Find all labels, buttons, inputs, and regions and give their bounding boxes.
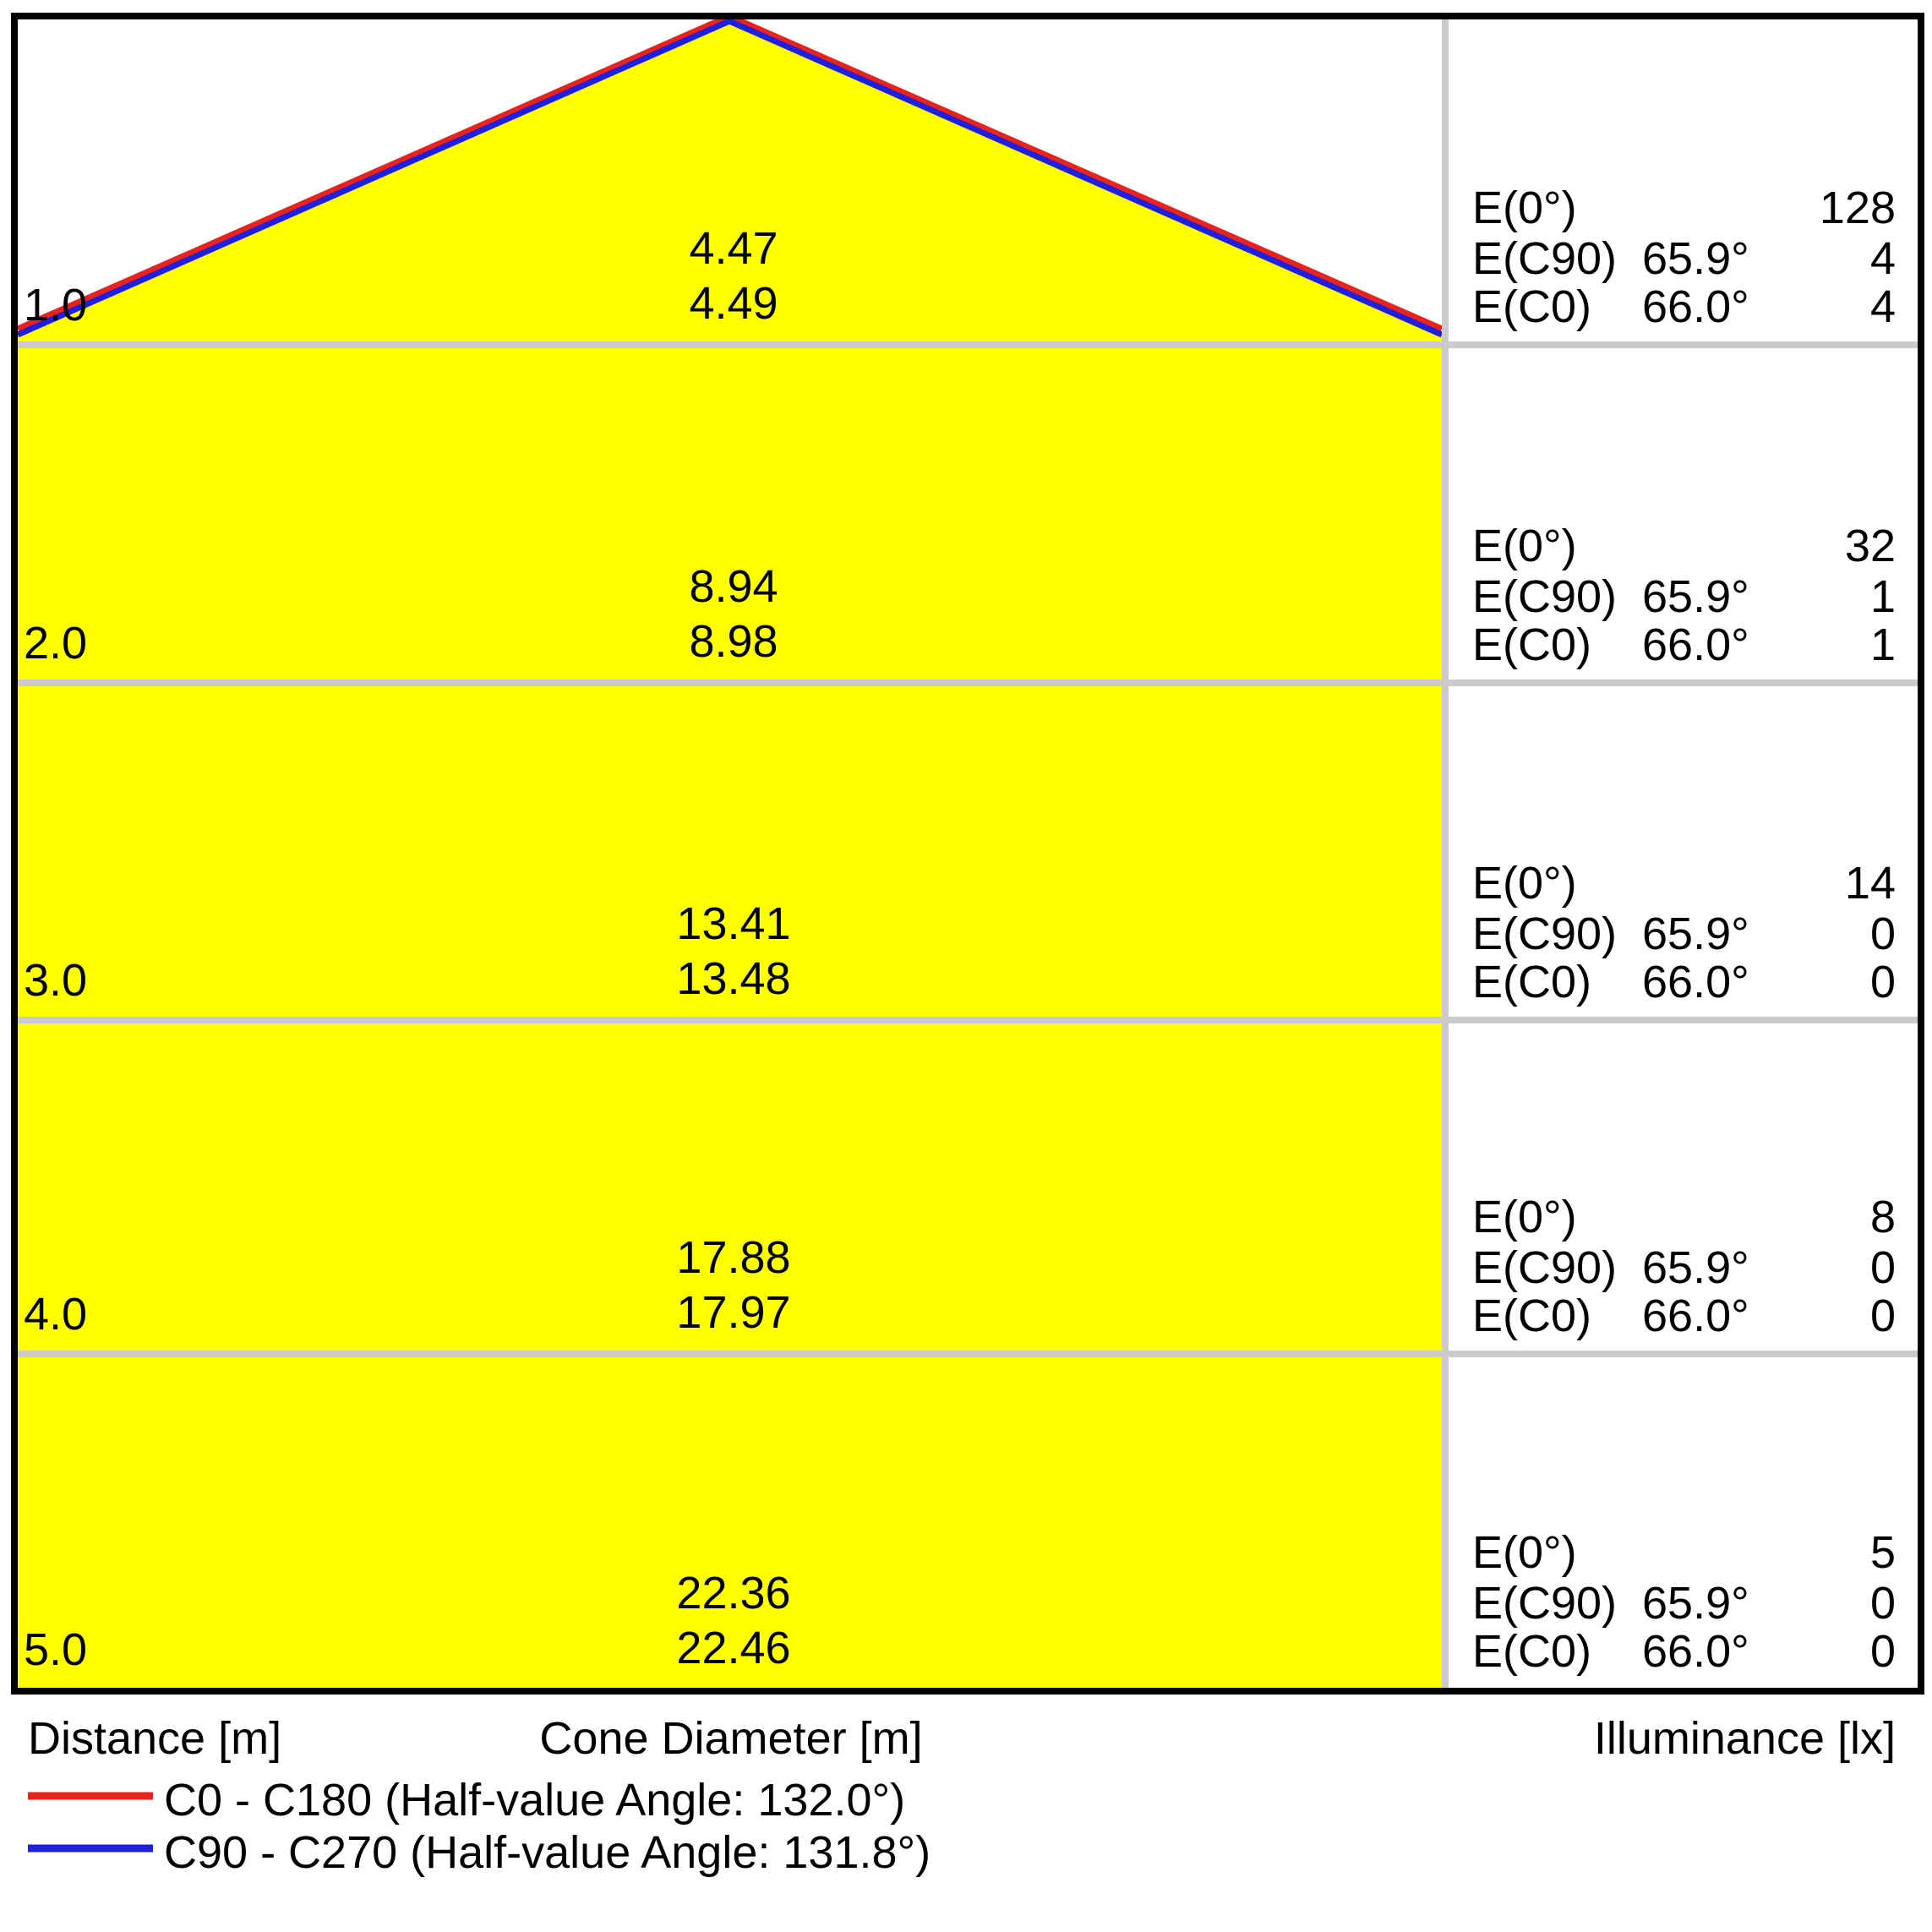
legend-label-c90-c270: C90 - C270 (Half-value Angle: 131.8°) <box>164 1827 931 1878</box>
ec90-angle: 65.9° <box>1642 571 1749 622</box>
cone-diameter-value-1: 8.94 <box>689 561 778 612</box>
distance-label: 2.0 <box>24 618 88 669</box>
distance-axis-header: Distance [m] <box>28 1713 282 1764</box>
ec0-label: E(C0) <box>1472 957 1592 1007</box>
ec0-value: 4 <box>1869 281 1896 332</box>
ec90-label: E(C90) <box>1472 1242 1618 1293</box>
distance-label: 5.0 <box>24 1624 88 1675</box>
ec90-label: E(C90) <box>1472 233 1618 284</box>
cone-diameter-value-1: 17.88 <box>676 1232 791 1283</box>
e0-label: E(0°) <box>1472 1527 1577 1578</box>
cone-diameter-value-1: 22.36 <box>676 1568 791 1618</box>
ec0-value: 0 <box>1869 1626 1896 1677</box>
ec90-label: E(C90) <box>1472 909 1618 959</box>
ec0-angle: 66.0° <box>1642 619 1749 670</box>
legend-label-c0-c180: C0 - C180 (Half-value Angle: 132.0°) <box>164 1775 906 1826</box>
cone-diameter-value-2: 8.98 <box>689 616 778 667</box>
cone-diameter-value-1: 4.47 <box>689 223 778 274</box>
e0-label: E(0°) <box>1472 1192 1577 1242</box>
row-dividers <box>18 341 1918 1357</box>
ec0-value: 0 <box>1869 1291 1896 1341</box>
ec90-angle: 65.9° <box>1642 1242 1749 1293</box>
e0-value: 5 <box>1869 1527 1896 1578</box>
cone-diameter-value-2: 17.97 <box>676 1287 791 1338</box>
illuminance-axis-header: Illuminance [lx] <box>1593 1713 1896 1764</box>
ec0-angle: 66.0° <box>1642 1291 1749 1341</box>
ec90-angle: 65.9° <box>1642 233 1749 284</box>
ec0-angle: 66.0° <box>1642 281 1749 332</box>
ec90-angle: 65.9° <box>1642 1578 1749 1629</box>
ec90-label: E(C90) <box>1472 1578 1618 1629</box>
ec90-value: 4 <box>1869 233 1896 284</box>
ec0-value: 1 <box>1869 619 1896 670</box>
cone-edge-c90-c270-line <box>16 18 1444 338</box>
e0-label: E(0°) <box>1472 521 1577 571</box>
distance-label: 4.0 <box>24 1289 88 1340</box>
diagram-border <box>11 13 1924 1695</box>
cone-diameter-axis-header: Cone Diameter [m] <box>539 1713 923 1764</box>
e0-label: E(0°) <box>1472 183 1577 233</box>
ec0-label: E(C0) <box>1472 281 1592 332</box>
light-cone-fill <box>18 21 1442 1688</box>
ec90-value: 0 <box>1869 1578 1896 1629</box>
ec0-label: E(C0) <box>1472 1291 1592 1341</box>
ec90-value: 0 <box>1869 1242 1896 1293</box>
e0-value: 8 <box>1869 1192 1896 1242</box>
ec0-angle: 66.0° <box>1642 1626 1749 1677</box>
distance-label: 1.0 <box>24 280 88 330</box>
e0-label: E(0°) <box>1472 858 1577 909</box>
ec0-label: E(C0) <box>1472 1626 1592 1677</box>
cone-diameter-value-2: 4.49 <box>689 278 778 329</box>
ec0-angle: 66.0° <box>1642 957 1749 1007</box>
ec0-value: 0 <box>1869 957 1896 1007</box>
cone-diameter-value-2: 22.46 <box>676 1623 791 1673</box>
cone-diameter-value-2: 13.48 <box>676 953 791 1004</box>
cone-diameter-value-1: 13.41 <box>676 898 791 949</box>
ec90-value: 1 <box>1869 571 1896 622</box>
distance-label: 3.0 <box>24 955 88 1006</box>
e0-value: 32 <box>1844 521 1896 571</box>
ec90-value: 0 <box>1869 909 1896 959</box>
ec90-angle: 65.9° <box>1642 909 1749 959</box>
ec0-label: E(C0) <box>1472 619 1592 670</box>
ec90-label: E(C90) <box>1472 571 1618 622</box>
e0-value: 128 <box>1819 183 1896 233</box>
e0-value: 14 <box>1844 858 1896 909</box>
